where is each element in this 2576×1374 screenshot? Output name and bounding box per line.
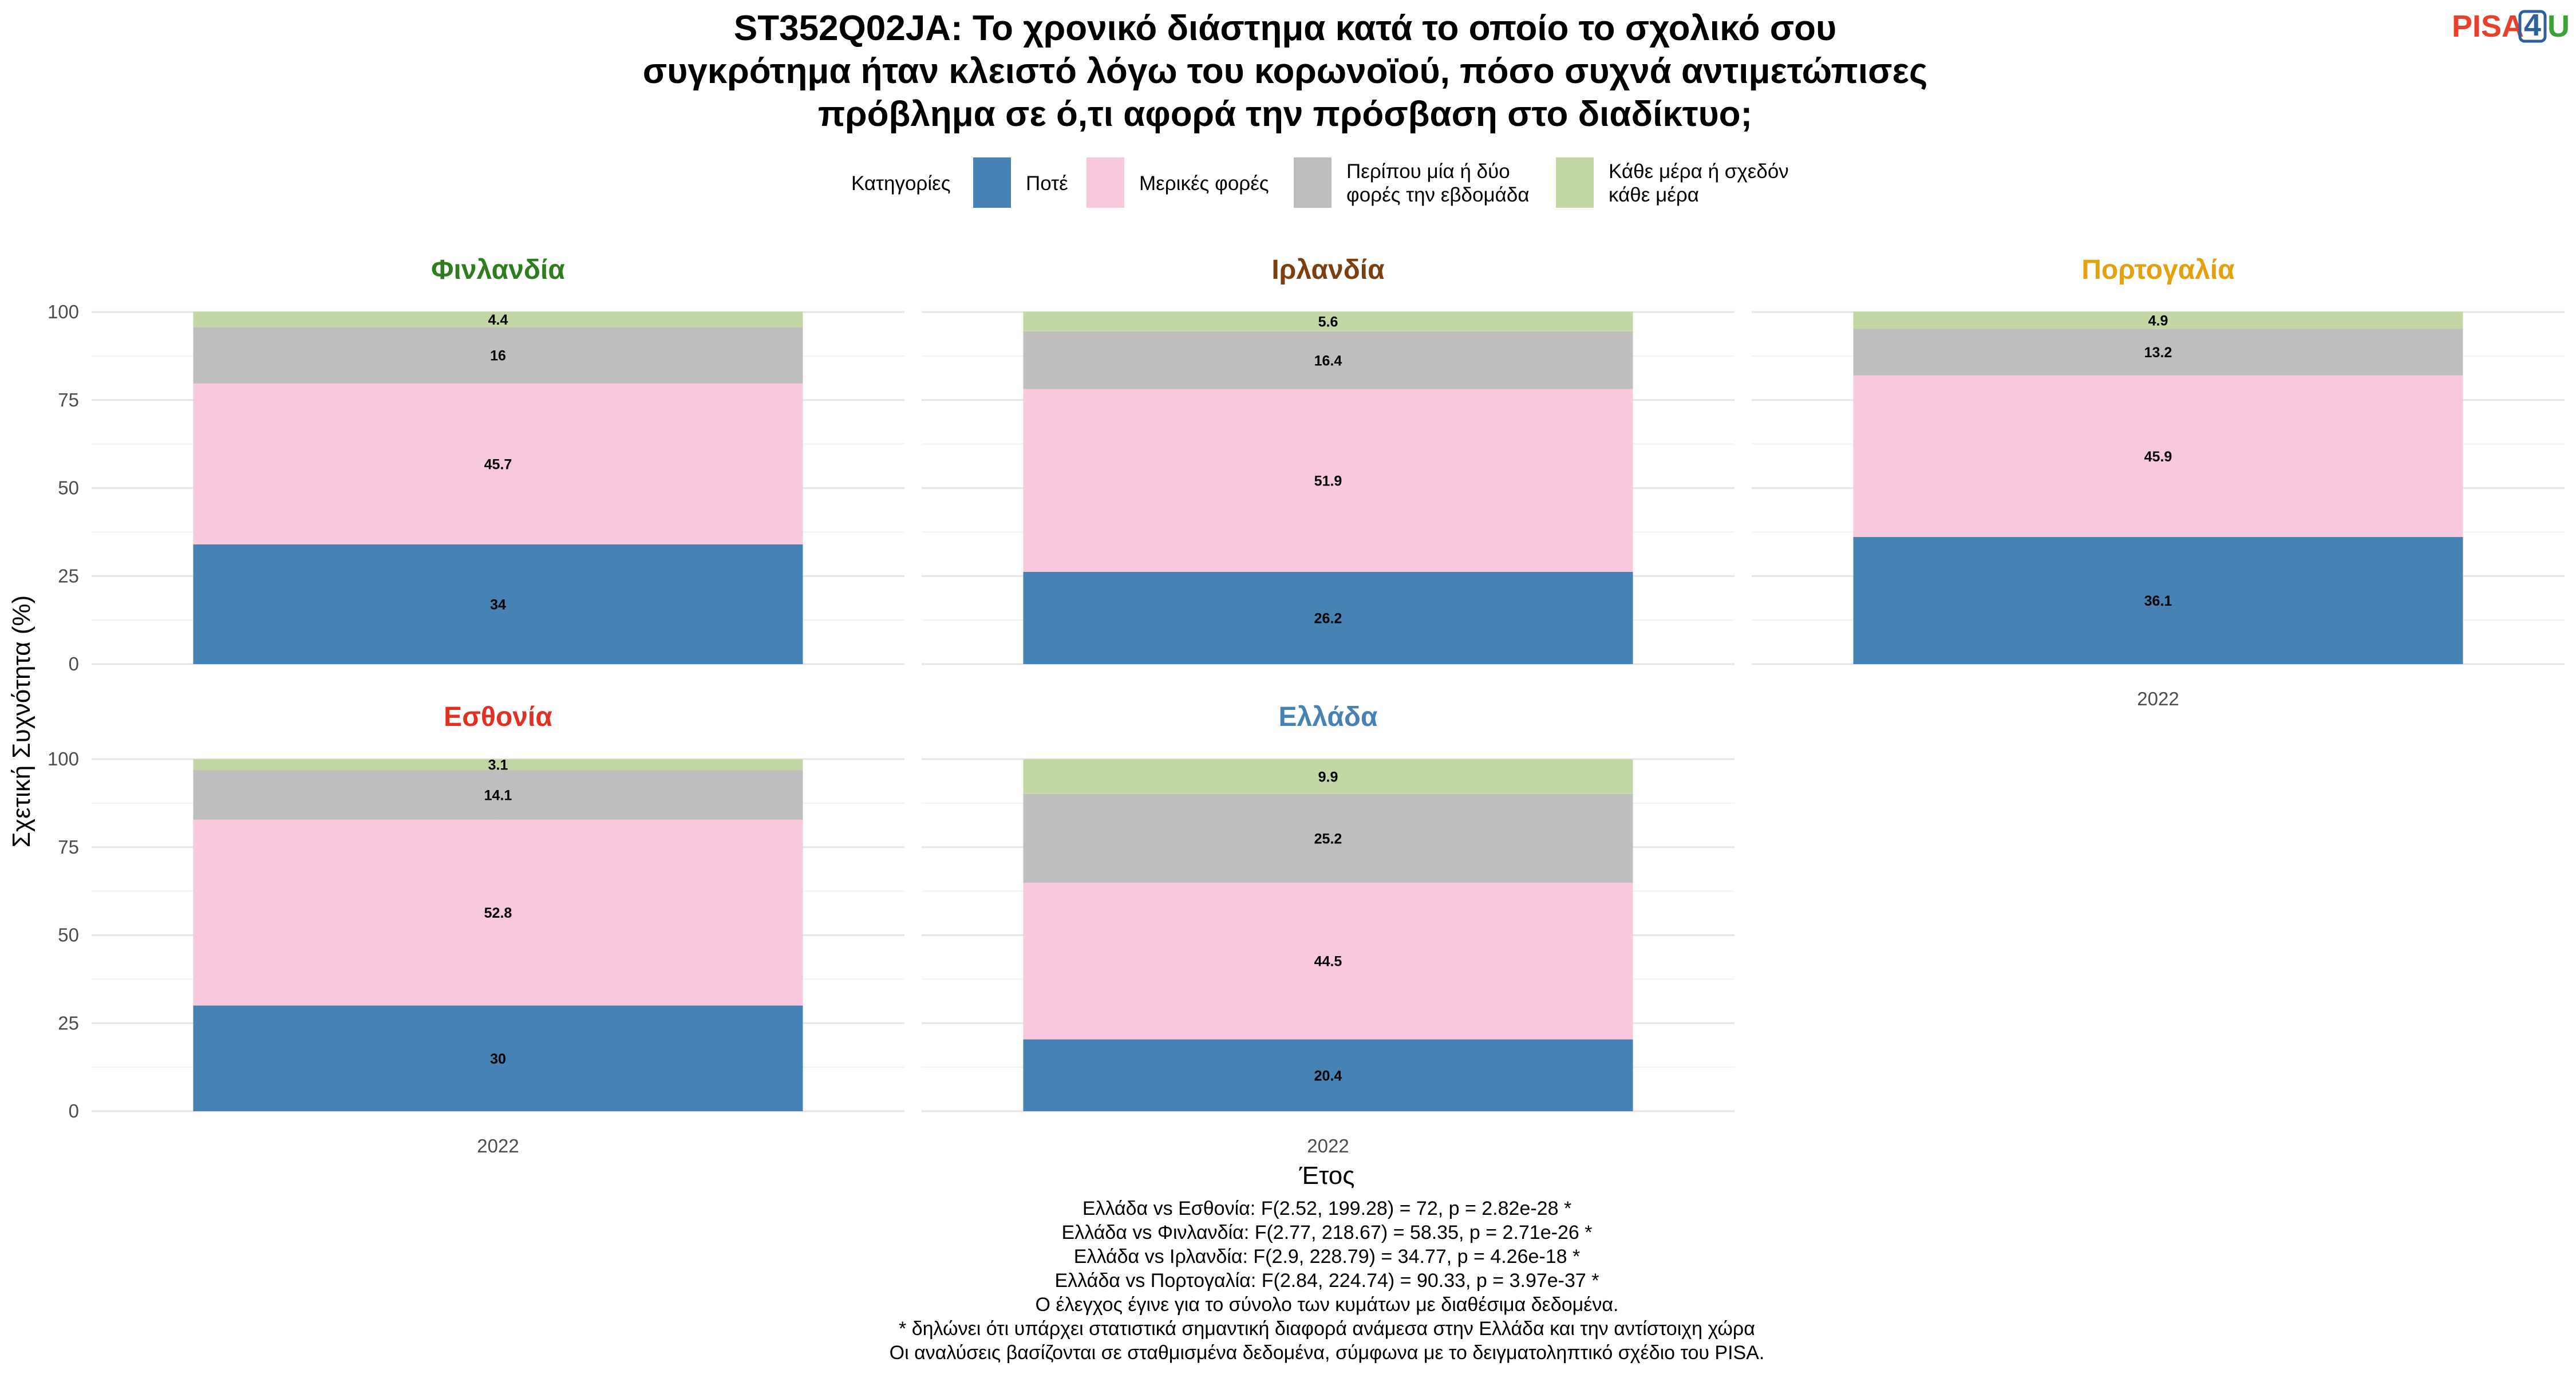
note-line-3: Ελλάδα vs Ιρλανδία: F(2.9, 228.79) = 34.… [1074, 1246, 1580, 1268]
facet-panel-εσθονία: 0 25 50 75 100 Εσθονία 30 52.8 14.1 3.1 2022 [48, 702, 904, 1156]
bar-value-label: 13.2 [2144, 345, 2172, 361]
bar-segment-ιρλανδία-3 [1023, 311, 1633, 331]
bar-value-label: 36.1 [2144, 593, 2172, 609]
legend-label-never: Ποτέ [1026, 172, 1068, 195]
bar-value-label: 5.6 [1318, 314, 1338, 330]
footnotes: Ελλάδα vs Εσθονία: F(2.52, 199.28) = 72,… [890, 1198, 1765, 1364]
note-line-1: Ελλάδα vs Εσθονία: F(2.52, 199.28) = 72,… [1082, 1198, 1571, 1219]
legend-label-daily-line1: Κάθε μέρα ή σχεδόν [1609, 160, 1789, 183]
bar-value-label: 3.1 [488, 757, 508, 773]
bar-value-label: 51.9 [1314, 473, 1342, 489]
bar-value-label: 14.1 [484, 787, 512, 803]
note-line-2: Ελλάδα vs Φινλανδία: F(2.77, 218.67) = 5… [1062, 1222, 1593, 1243]
x-axis-title: Έτος [1299, 1162, 1355, 1190]
bar-segment-εσθονία-2 [193, 770, 803, 820]
facet-panel-ιρλανδία: Ιρλανδία 26.2 51.9 16.4 5.6 [922, 255, 1735, 665]
bar-segment-φινλανδία-3 [193, 311, 803, 327]
bar-segment-ελλάδα-2 [1023, 793, 1633, 883]
bar-value-label: 9.9 [1318, 769, 1338, 785]
legend: Κατηγορίες Ποτέ Μερικές φορές Περίπου μί… [851, 157, 1789, 208]
pisa4u-logo: PISA 4 U [2452, 8, 2570, 44]
bar-segment-ιρλανδία-2 [1023, 331, 1633, 389]
bar-value-label: 25.2 [1314, 831, 1342, 847]
legend-swatch-weekly [1294, 157, 1332, 208]
note-line-7: Οι αναλύσεις βασίζονται σε σταθμισμένα δ… [890, 1342, 1765, 1364]
y-tick-label: 0 [69, 1100, 79, 1122]
y-tick-label: 0 [69, 653, 79, 674]
y-axis-title: Σχετική Συχνότητα (%) [7, 595, 35, 848]
bar-value-label: 4.9 [2148, 313, 2168, 329]
facet-panel-φινλανδία: 0 25 50 75 100 Φινλανδία 34 45.7 16 4.4 [48, 255, 904, 674]
bar-segment-φινλανδία-1 [193, 383, 803, 544]
title-line-3: πρόβλημα σε ό,τι αφορά την πρόσβαση στο … [818, 94, 1752, 134]
bar-segment-εσθονία-3 [193, 759, 803, 771]
y-tick-label: 50 [58, 477, 79, 499]
facet-title-εσθονία: Εσθονία [444, 702, 552, 732]
facet-title-ελλάδα: Ελλάδα [1279, 702, 1378, 732]
legend-title: Κατηγορίες [851, 172, 951, 195]
y-tick-label: 100 [48, 301, 79, 322]
x-tick-label: 2022 [2137, 688, 2179, 709]
logo-box [2518, 10, 2547, 43]
legend-label-weekly-line2: φορές την εβδομάδα [1346, 184, 1530, 206]
title-line-2: συγκρότημα ήταν κλειστό λόγω του κορωνοϊ… [643, 52, 1927, 91]
bar-value-label: 16.4 [1314, 353, 1342, 369]
bar-value-label: 45.9 [2144, 449, 2172, 465]
bar-segment-εσθονία-0 [193, 1005, 803, 1111]
bar-value-label: 34 [490, 597, 506, 613]
legend-swatch-never [973, 157, 1011, 208]
legend-label-sometimes: Μερικές φορές [1139, 172, 1269, 195]
legend-label-weekly-line1: Περίπου μία ή δύο [1346, 160, 1510, 183]
facet-title-ιρλανδία: Ιρλανδία [1271, 255, 1385, 285]
bar-value-label: 16 [490, 348, 506, 364]
bar-segment-φινλανδία-2 [193, 327, 803, 384]
bar-segment-ελλάδα-0 [1023, 1039, 1633, 1111]
y-tick-label: 25 [58, 1012, 79, 1033]
bar-segment-πορτογαλία-1 [1853, 375, 2463, 537]
y-tick-label: 100 [48, 748, 79, 769]
bar-segment-ιρλανδία-0 [1023, 571, 1633, 664]
bar-segment-εσθονία-1 [193, 819, 803, 1006]
bar-value-label: 4.4 [488, 312, 508, 328]
bar-value-label: 26.2 [1314, 610, 1342, 626]
bar-value-label: 44.5 [1314, 954, 1342, 970]
facet-panel-ελλάδα: Ελλάδα 20.4 44.5 25.2 9.9 2022 [922, 702, 1735, 1156]
x-tick-label: 2022 [1307, 1135, 1349, 1156]
bar-segment-πορτογαλία-2 [1853, 329, 2463, 376]
note-line-6: * δηλώνει ότι υπάρχει στατιστικά σημαντι… [899, 1318, 1755, 1340]
x-tick-label: 2022 [477, 1135, 519, 1156]
bar-segment-πορτογαλία-3 [1853, 311, 2463, 329]
bar-value-label: 52.8 [484, 905, 512, 921]
bar-value-label: 45.7 [484, 456, 512, 472]
bar-segment-ελλάδα-3 [1023, 759, 1633, 794]
bar-segment-φινλανδία-0 [193, 544, 803, 664]
y-tick-label: 75 [58, 389, 79, 410]
bar-segment-ιρλανδία-1 [1023, 389, 1633, 572]
y-tick-label: 50 [58, 925, 79, 946]
note-line-4: Ελλάδα vs Πορτογαλία: F(2.84, 224.74) = … [1055, 1270, 1599, 1292]
bar-segment-ελλάδα-1 [1023, 882, 1633, 1040]
bar-value-label: 30 [490, 1051, 506, 1067]
note-line-5: Ο έλεγχος έγινε για το σύνολο των κυμάτω… [1036, 1294, 1619, 1316]
y-tick-label: 75 [58, 836, 79, 858]
legend-swatch-daily [1556, 157, 1594, 208]
facet-title-φινλανδία: Φινλανδία [431, 255, 565, 285]
chart-title: ST352Q02JA: Το χρονικό διάστημα κατά το … [643, 9, 1927, 134]
legend-label-daily-line2: κάθε μέρα [1609, 184, 1699, 206]
bar-value-label: 20.4 [1314, 1068, 1342, 1084]
title-line-1: ST352Q02JA: Το χρονικό διάστημα κατά το … [734, 9, 1836, 48]
facet-panels: 0 25 50 75 100 Φινλανδία 34 45.7 16 4.4 Ιρλανδία 26… [48, 255, 2565, 1156]
facet-title-πορτογαλία: Πορτογαλία [2081, 255, 2235, 285]
bar-segment-πορτογαλία-0 [1853, 536, 2463, 664]
facet-panel-πορτογαλία: Πορτογαλία 36.1 45.9 13.2 4.9 2022 [1752, 255, 2565, 709]
logo-text-pisa: PISA [2452, 9, 2524, 44]
logo-text-u: U [2547, 9, 2570, 44]
y-tick-label: 25 [58, 565, 79, 586]
logo-text-four: 4 [2524, 8, 2541, 42]
legend-swatch-sometimes [1086, 157, 1124, 208]
